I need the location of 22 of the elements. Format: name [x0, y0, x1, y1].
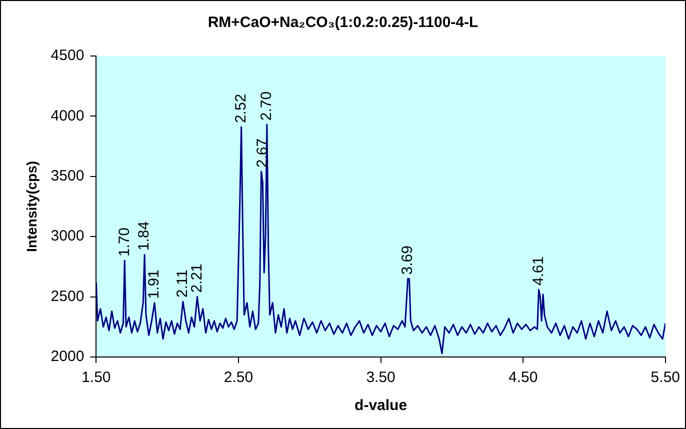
- annotation: 1.84: [136, 221, 153, 251]
- x-axis-title: d-value: [354, 397, 408, 414]
- y-tick-label: 4500: [50, 47, 84, 64]
- x-tick-label: 1.50: [82, 369, 111, 386]
- annotation: 2.70: [258, 91, 276, 121]
- y-tick-label: 3000: [50, 228, 84, 245]
- y-tick-label: 3500: [50, 168, 84, 185]
- annotation: 1.91: [146, 270, 163, 299]
- annotation: 1.70: [116, 227, 133, 257]
- y-tick-label: 2500: [50, 288, 84, 305]
- y-axis-title: Intensity(cps): [23, 160, 40, 252]
- y-tick-label: 4000: [50, 107, 84, 124]
- y-tick-label: 2000: [50, 348, 84, 366]
- x-tick-label: 3.50: [366, 369, 396, 386]
- x-tick-label: 2.50: [224, 369, 254, 386]
- annotation: 2.52: [232, 94, 250, 124]
- annotation: 3.69: [398, 246, 416, 275]
- x-tick-label: 5.50: [650, 369, 680, 386]
- x-tick-label: 4.50: [508, 369, 538, 386]
- annotation: 4.61: [530, 256, 547, 286]
- chart-title: RM+CaO+Na₂CO₃(1:0.2:0.25)-1100-4-L: [208, 14, 478, 32]
- annotation: 2.67: [254, 138, 271, 168]
